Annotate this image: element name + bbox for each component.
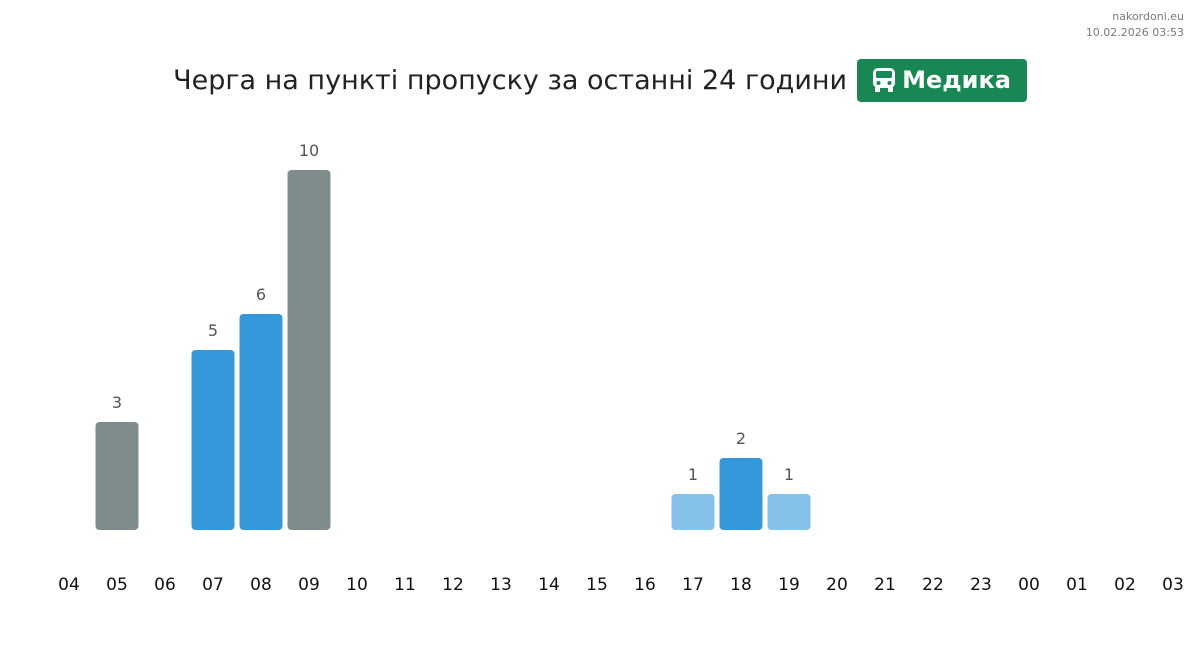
x-tick-label: 12 — [442, 575, 464, 595]
bar — [719, 458, 763, 530]
x-tick-label: 20 — [826, 575, 848, 595]
x-tick-label: 23 — [970, 575, 992, 595]
x-tick-label: 13 — [490, 575, 512, 595]
x-tick-label: 04 — [58, 575, 80, 595]
bar-value-label: 10 — [299, 141, 319, 160]
x-tick-label: 00 — [1018, 575, 1040, 595]
x-tick-label: 06 — [154, 575, 176, 595]
checkpoint-badge: Медика — [857, 58, 1027, 102]
x-tick-label: 08 — [250, 575, 272, 595]
bar-value-label: 2 — [736, 429, 746, 448]
bar — [287, 170, 331, 530]
chart-header: Черга на пункті пропуску за останні 24 г… — [0, 58, 1200, 102]
bar — [95, 422, 139, 530]
x-tick-label: 17 — [682, 575, 704, 595]
site-name: nakordoni.eu — [1112, 10, 1184, 23]
bar — [239, 314, 283, 530]
site-meta: nakordoni.eu 10.02.2026 03:53 — [1086, 9, 1184, 41]
x-tick-label: 05 — [106, 575, 128, 595]
x-tick-label: 16 — [634, 575, 656, 595]
site-timestamp: 10.02.2026 03:53 — [1085, 26, 1184, 39]
x-tick-label: 15 — [586, 575, 608, 595]
chart-title: Черга на пункті пропуску за останні 24 г… — [173, 64, 848, 96]
x-tick-label: 22 — [922, 575, 944, 595]
x-tick-label: 14 — [538, 575, 560, 595]
x-tick-label: 19 — [778, 575, 800, 595]
bar-value-label: 6 — [256, 285, 266, 304]
bar — [671, 494, 715, 530]
bar-value-label: 1 — [688, 465, 698, 484]
bar-value-label: 1 — [784, 465, 794, 484]
x-tick-label: 10 — [346, 575, 368, 595]
x-tick-label: 09 — [298, 575, 320, 595]
bar — [191, 350, 235, 530]
x-tick-label: 11 — [394, 575, 416, 595]
bar-value-label: 3 — [112, 393, 122, 412]
x-tick-label: 18 — [730, 575, 752, 595]
bar — [767, 494, 811, 530]
x-tick-label: 02 — [1114, 575, 1136, 595]
x-tick-label: 21 — [874, 575, 896, 595]
x-tick-label: 03 — [1162, 575, 1184, 595]
x-tick-label: 07 — [202, 575, 224, 595]
bar-value-label: 5 — [208, 321, 218, 340]
bus-icon — [871, 67, 897, 94]
checkpoint-name: Медика — [902, 66, 1011, 94]
x-tick-label: 01 — [1066, 575, 1088, 595]
